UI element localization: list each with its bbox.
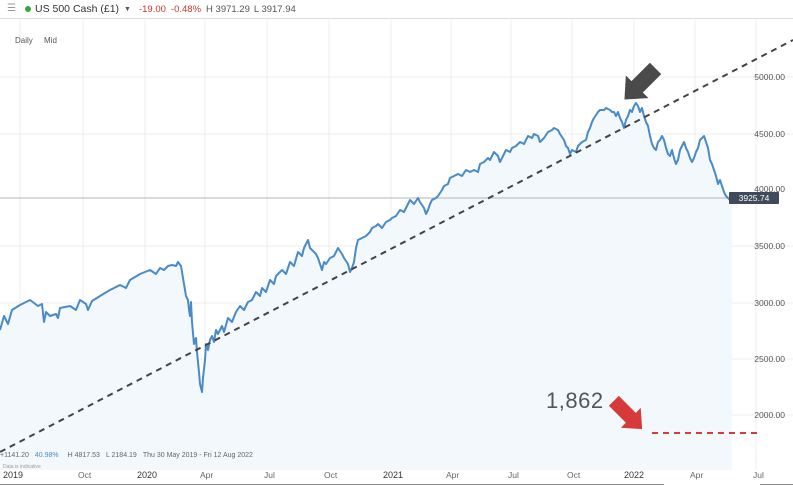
red-arrow-icon — [608, 395, 643, 430]
day-high: H 3971.29 — [206, 3, 250, 15]
y-tick-label: 2500.00 — [754, 354, 785, 364]
x-tick-label: Apr — [446, 470, 460, 480]
y-tick-label: 5000.00 — [754, 72, 785, 82]
day-low: L 3917.94 — [253, 3, 296, 15]
x-tick-label: 2020 — [137, 470, 158, 480]
x-tick-label: 2022 — [624, 470, 645, 480]
instrument-header: ☰ US 500 Cash (£1) ▼ -19.00 -0.48% H 397… — [0, 0, 793, 19]
period-change: +1141.20 — [0, 452, 29, 459]
period-stats: +1141.20 40.98% H 4817.53 L 2184.19 Thu 30 M… — [0, 452, 253, 459]
y-tick-label: 3500.00 — [754, 241, 785, 251]
y-tick-label: 3000.00 — [754, 298, 785, 308]
trendline — [0, 39, 793, 453]
price-change-percent: -0.48% — [170, 3, 202, 15]
hamburger-menu-icon[interactable]: ☰ — [7, 3, 16, 14]
period-range: Thu 30 May 2019 - Fri 12 Aug 2022 — [142, 452, 253, 459]
period-change-percent: 40.98% — [34, 452, 59, 459]
period-low: L 2184.19 — [105, 452, 137, 459]
instrument-selector[interactable]: US 500 Cash (£1) — [35, 3, 120, 15]
disclaimer: Data is indicative — [3, 464, 41, 470]
x-tick-label: 2019 — [3, 470, 24, 480]
x-tick-label: Jul — [508, 470, 519, 480]
interval-selector[interactable]: Daily — [15, 36, 33, 45]
y-tick-label: 2000.00 — [754, 410, 785, 420]
price-line — [0, 102, 733, 393]
chevron-down-icon[interactable]: ▼ — [124, 5, 131, 13]
peak-arrow-icon — [624, 62, 662, 100]
market-status-icon — [25, 6, 31, 12]
x-tick-label: Oct — [324, 470, 338, 480]
current-price-badge: 3925.74 — [729, 192, 779, 204]
price-chart[interactable] — [0, 20, 793, 485]
x-tick-label: Jul — [753, 470, 764, 480]
target-value-annotation: 1,862 — [546, 388, 604, 413]
price-type-selector[interactable]: Mid — [44, 36, 57, 45]
x-tick-label: 2021 — [383, 470, 404, 480]
x-tick-label: Oct — [78, 470, 92, 480]
x-tick-label: Jul — [264, 470, 275, 480]
x-tick-label: Oct — [567, 470, 581, 480]
x-tick-label: Apr — [690, 470, 704, 480]
x-tick-label: Apr — [200, 470, 214, 480]
price-area — [0, 103, 732, 470]
y-tick-label: 4500.00 — [754, 129, 785, 139]
period-high: H 4817.53 — [67, 452, 100, 459]
price-change: -19.00 — [138, 3, 166, 15]
y-tick-label: 4000.00 — [754, 184, 785, 194]
